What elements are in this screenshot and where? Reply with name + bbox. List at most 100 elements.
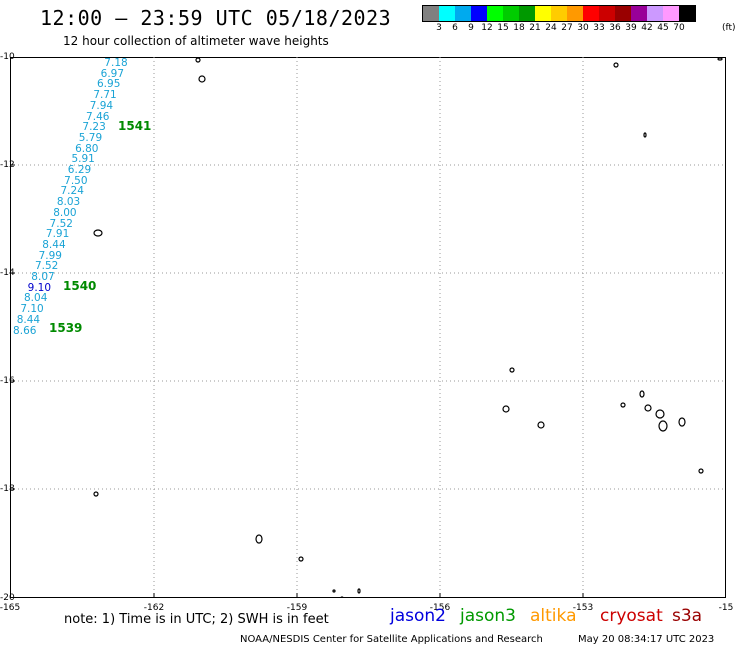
island-outline: [537, 421, 545, 429]
wave-height-value: 7.46: [86, 110, 110, 123]
island-outline: [639, 390, 645, 398]
lon-tick-label: -153: [572, 603, 594, 613]
legend-swatch: [519, 6, 535, 21]
lon-tick-label: -162: [143, 603, 165, 613]
wave-height-value: 7.52: [49, 217, 73, 230]
island-outline: [613, 62, 619, 68]
legend-labels: (ft) 3 6 9 12 15 18 21 24 27 30 33 36 39 42 45 70: [422, 22, 735, 36]
wave-height-value: 7.71: [93, 89, 117, 102]
legend-swatch: [551, 6, 567, 21]
wave-height-value: 6.97: [100, 67, 125, 80]
credit-text: NOAA/NESDIS Center for Satellite Applica…: [240, 634, 543, 645]
legend-label: 36: [609, 23, 621, 33]
pass-label: 1541: [118, 119, 152, 133]
legend-label: 9: [468, 23, 474, 33]
pass-label: 1539: [49, 321, 83, 335]
island-outline: [93, 229, 103, 237]
legend-label: 21: [529, 23, 541, 33]
legend-swatches: [422, 5, 696, 22]
island-outline: [255, 534, 263, 544]
wave-height-value: 8.44: [16, 313, 41, 326]
color-legend: (ft) 3 6 9 12 15 18 21 24 27 30 33 36 39 42 45 70: [422, 5, 736, 36]
legend-label: 6: [452, 23, 458, 33]
wave-height-value: 7.91: [45, 228, 70, 241]
island-outline: [93, 491, 99, 497]
wave-height-value: 7.99: [38, 249, 62, 262]
lat-tick-label: -12: [0, 160, 15, 170]
legend-swatch: [599, 6, 615, 21]
legend-label: 70: [673, 23, 685, 33]
lat-tick-label: -18: [0, 484, 15, 494]
wave-height-value: 5.79: [78, 131, 103, 144]
lat-tick-label: -10: [0, 52, 15, 62]
legend-swatch: [455, 6, 471, 21]
island-outline: [509, 367, 515, 373]
wave-height-value: 7.24: [60, 185, 84, 198]
legend-label: 12: [481, 23, 493, 33]
legend-swatch: [471, 6, 487, 21]
island-outline: [332, 589, 336, 593]
wave-height-value: 7.52: [34, 260, 59, 273]
legend-label: 42: [641, 23, 653, 33]
wave-height-value: 7.23: [82, 121, 106, 134]
wave-height-value: 6.95: [96, 78, 121, 91]
wave-height-value: 9.10: [27, 281, 52, 294]
page-title: 12:00 – 23:59 UTC 05/18/2023: [40, 6, 392, 30]
island-outline: [644, 404, 652, 412]
legend-label: 27: [561, 23, 573, 33]
legend-swatch: [615, 6, 631, 21]
pass-label: 1540: [63, 279, 97, 293]
lon-tick-label: -15: [718, 603, 734, 613]
legend-label: 45: [657, 23, 669, 33]
subtitle: 12 hour collection of altimeter wave hei…: [63, 34, 329, 48]
sat-jason3: jason3: [460, 606, 516, 626]
map-plot: [10, 57, 726, 598]
island-outline: [698, 468, 704, 474]
island-outline: [620, 402, 626, 408]
island-outline: [717, 57, 723, 61]
wave-height-value: 7.18: [104, 57, 128, 69]
sat-jason2: jason2: [390, 606, 446, 626]
legend-swatch: [663, 6, 679, 21]
wave-height-value: 8.03: [56, 196, 81, 209]
wave-height-value: 8.00: [53, 206, 77, 219]
legend-swatch: [535, 6, 551, 21]
legend-label: 15: [497, 23, 509, 33]
legend-swatch: [567, 6, 583, 21]
legend-label: 30: [577, 23, 589, 33]
island-outline: [340, 596, 344, 598]
island-outline: [658, 420, 668, 432]
legend-swatch: [583, 6, 599, 21]
island-outline: [655, 409, 665, 419]
lon-tick-label: -156: [429, 603, 451, 613]
wave-height-value: 7.94: [89, 99, 114, 112]
legend-label: 18: [513, 23, 525, 33]
lon-tick-label: -165: [0, 603, 21, 613]
legend-swatch: [423, 6, 439, 21]
legend-label: 39: [625, 23, 637, 33]
legend-label: 33: [593, 23, 605, 33]
timestamp-text: May 20 08:34:17 UTC 2023: [578, 634, 715, 645]
island-outline: [502, 405, 510, 413]
legend-unit: (ft): [722, 23, 736, 33]
legend-swatch: [503, 6, 519, 21]
legend-label: 24: [545, 23, 557, 33]
wave-height-value: 6.80: [75, 142, 99, 155]
sat-cryosat: cryosat: [600, 606, 663, 626]
wave-height-value: 8.07: [31, 271, 55, 283]
sat-s3a: s3a: [672, 606, 703, 626]
wave-height-value: 8.04: [23, 292, 48, 305]
wave-height-value: 8.44: [42, 238, 66, 251]
island-outline: [298, 556, 304, 562]
sat-altika: altika: [530, 606, 577, 626]
lat-tick-label: -16: [0, 376, 15, 386]
legend-swatch: [487, 6, 503, 21]
legend-swatch: [631, 6, 647, 21]
wave-height-value: 6.29: [67, 164, 92, 176]
legend-swatch: [679, 6, 695, 21]
wave-height-value: 7.50: [64, 174, 88, 187]
island-outline: [195, 57, 201, 63]
lat-tick-label: -20: [0, 593, 15, 603]
wave-height-value: 5.91: [71, 153, 95, 166]
legend-swatch: [647, 6, 663, 21]
